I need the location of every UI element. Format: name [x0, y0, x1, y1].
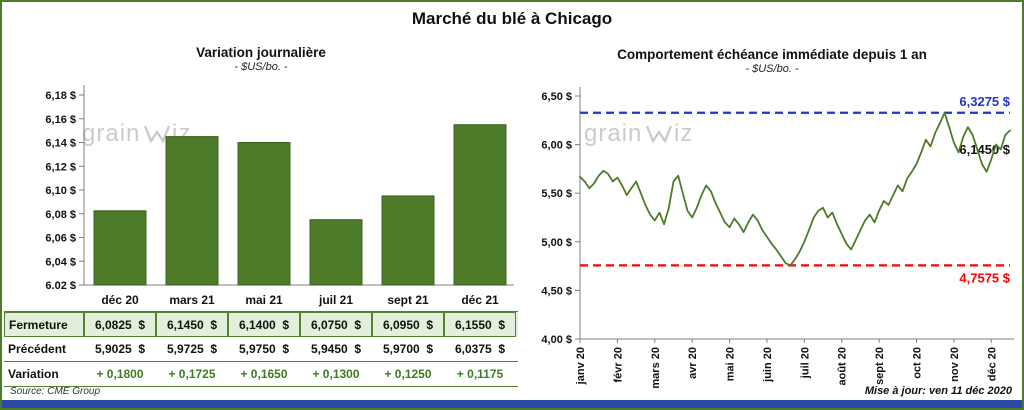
x-axis-month-label: déc 20 — [986, 347, 998, 381]
front-month-line-chart: grain iz 4,00 $ 4,50 $ 5,00 $ 5,50 $ 6,00 $ 6,5… — [541, 87, 1014, 389]
y-axis-tick-label: 6,16 $ — [45, 114, 76, 126]
price-line-series — [579, 111, 1011, 267]
contract-month-label: déc 20 — [101, 293, 139, 307]
variation-cell: + 0,1725 — [168, 367, 216, 381]
variation-cell: + 0,1650 — [240, 367, 288, 381]
grainwiz-watermark-text: grain — [584, 120, 642, 147]
x-axis-month-label: sept 20 — [874, 347, 886, 385]
right-chart-subtitle: - $US/bo. - — [745, 63, 799, 75]
x-axis-month-label: juil 20 — [799, 347, 811, 379]
grainwiz-watermark-zigzag — [645, 125, 673, 144]
contract-month-label: mars 21 — [169, 293, 215, 307]
x-axis-month-label: mars 20 — [650, 347, 662, 389]
y-axis-tick-label: 6,02 $ — [45, 280, 76, 289]
previous-price-cell: 6,0375 $ — [454, 342, 506, 356]
front-month-panel: Comportement échéance immédiate depuis 1… — [522, 40, 1022, 397]
close-price-cell: 6,0825 $ — [84, 312, 156, 337]
y-axis-tick-label: 4,50 $ — [541, 285, 572, 297]
variation-cell: + 0,1800 — [96, 367, 144, 381]
previous-price-cell: 5,9700 $ — [382, 342, 434, 356]
close-price-cell: 6,1550 $ — [444, 312, 516, 337]
y-axis-tick-label: 6,50 $ — [541, 91, 572, 103]
y-axis-tick-label: 6,18 $ — [45, 90, 76, 102]
table-row-variation: Variation + 0,1800 + 0,1725 + 0,1650 + 0… — [4, 362, 518, 387]
year-high-label: 6,3275 $ — [959, 94, 1010, 109]
x-axis-month-label: févr 20 — [612, 347, 624, 382]
bar-0 — [93, 210, 147, 286]
y-axis-tick-label: 6,14 $ — [45, 138, 76, 150]
year-low-label: 4,7575 $ — [959, 270, 1010, 285]
y-axis-tick-label: 5,50 $ — [541, 188, 572, 200]
row-label-variation: Variation — [8, 367, 59, 381]
source-note: Source: CME Group — [10, 386, 101, 397]
left-chart-title: Variation journalière — [196, 45, 326, 60]
x-axis-month-label: mai 20 — [725, 347, 737, 381]
y-axis-tick-label: 5,00 $ — [541, 237, 572, 249]
variation-cell: + 0,1175 — [456, 367, 504, 381]
daily-variation-bar-chart: grain iz6,02 $6,04 $6,06 $6,08 $6,10 $6,1… — [45, 85, 514, 289]
previous-price-cell: 5,9450 $ — [310, 342, 362, 356]
y-axis-tick-label: 6,08 $ — [45, 209, 76, 221]
contract-month-header-row: déc 20 mars 21 mai 21 juil 21 sept 21 dé… — [4, 289, 518, 311]
price-table: Fermeture 6,0825 $ 6,1450 $ 6,1400 $ 6,0… — [4, 311, 518, 387]
bar-1 — [165, 136, 219, 286]
grainwiz-watermark-text: iz — [674, 120, 693, 147]
bar-5 — [453, 124, 507, 286]
y-axis-tick-label: 6,06 $ — [45, 233, 76, 245]
bar-2 — [237, 142, 291, 286]
daily-variation-panel: Variation journalière - $US/bo. - grain i… — [4, 36, 518, 387]
variation-cell: + 0,1300 — [312, 367, 360, 381]
x-axis-month-label: janv 20 — [575, 347, 587, 385]
close-price-cell: 6,1400 $ — [228, 312, 300, 337]
page-title: Marché du blé à Chicago — [411, 9, 613, 28]
previous-price-cell: 5,9025 $ — [94, 342, 146, 356]
grainwiz-watermark-text: grain — [82, 120, 140, 147]
row-label-fermeture: Fermeture — [4, 312, 84, 337]
y-axis-tick-label: 6,10 $ — [45, 185, 76, 197]
contract-month-label: déc 21 — [461, 293, 499, 307]
x-axis-month-label: nov 20 — [949, 347, 961, 382]
table-row-precedent: Précédent 5,9025 $ 5,9725 $ 5,9750 $ 5,9… — [4, 337, 518, 362]
close-price-cell: 6,0750 $ — [300, 312, 372, 337]
update-note: Mise à jour: ven 11 déc 2020 — [864, 385, 1012, 397]
grainwiz-watermark-zigzag — [143, 125, 171, 144]
previous-price-cell: 5,9725 $ — [166, 342, 218, 356]
row-label-precedent: Précédent — [8, 342, 67, 356]
contract-month-label: mai 21 — [245, 293, 283, 307]
variation-cell: + 0,1250 — [384, 367, 432, 381]
bottom-blue-strip — [2, 400, 1022, 408]
close-price-cell: 6,1450 $ — [156, 312, 228, 337]
previous-price-cell: 5,9750 $ — [238, 342, 290, 356]
y-axis-tick-label: 6,04 $ — [45, 256, 76, 268]
right-chart-title: Comportement échéance immédiate depuis 1… — [617, 47, 927, 62]
x-axis-month-label: oct 20 — [912, 347, 924, 379]
bar-4 — [381, 195, 435, 286]
x-axis-month-label: avr 20 — [687, 347, 699, 379]
contract-month-label: juil 21 — [318, 293, 353, 307]
y-axis-tick-label: 4,00 $ — [541, 334, 572, 346]
table-row-fermeture: Fermeture 6,0825 $ 6,1450 $ 6,1400 $ 6,0… — [4, 312, 518, 337]
y-axis-tick-label: 6,00 $ — [541, 140, 572, 152]
y-axis-tick-label: 6,12 $ — [45, 161, 76, 173]
close-price-cell: 6,0950 $ — [372, 312, 444, 337]
left-chart-subtitle: - $US/bo. - — [234, 61, 288, 73]
x-axis-month-label: juin 20 — [762, 347, 774, 383]
x-axis-month-label: août 20 — [837, 347, 849, 386]
bar-3 — [309, 219, 363, 286]
contract-month-label: sept 21 — [387, 293, 429, 307]
